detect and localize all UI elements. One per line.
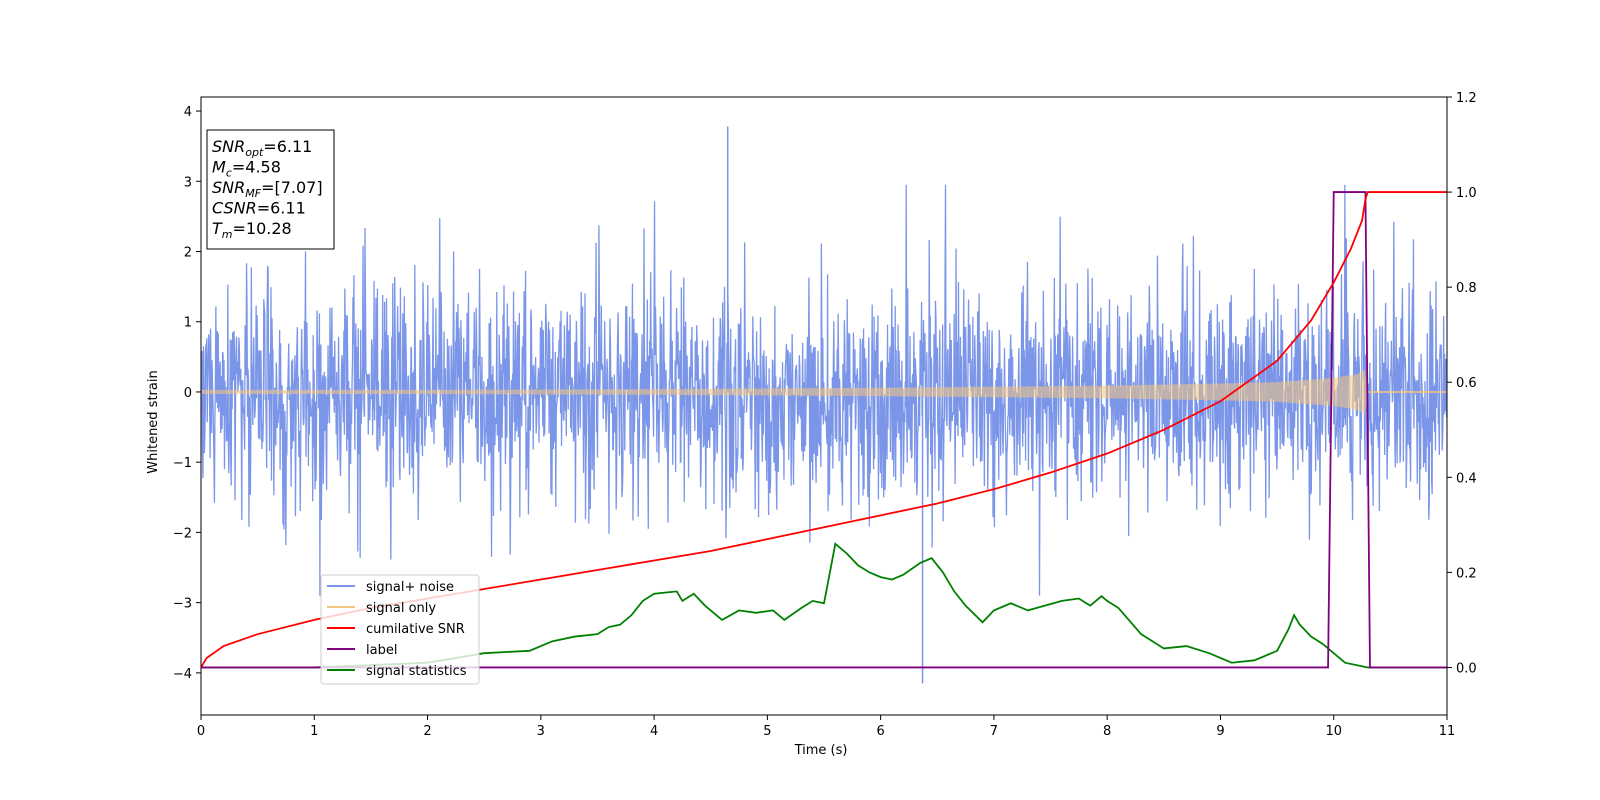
series-label bbox=[201, 191, 1447, 669]
axis-ticks: 0 1 2 3 4 5 6 7 8 9 10 11 −4 −3 −2 −1 0 1 2 3 4 0.0 0.2 0.4 0.6 0… bbox=[173, 91, 1477, 739]
annotation-line: CSNR=6.11 bbox=[212, 199, 306, 218]
x-tick-label: 0 bbox=[197, 724, 205, 739]
y2-tick-label: 0.2 bbox=[1456, 566, 1477, 581]
y2-tick-label: 0.6 bbox=[1456, 376, 1477, 391]
annotation-line: Mc=4.58 bbox=[212, 158, 281, 180]
x-tick-label: 11 bbox=[1439, 724, 1456, 739]
y-tick-label: −4 bbox=[173, 667, 192, 682]
axes-border bbox=[200, 96, 1448, 716]
x-tick-label: 5 bbox=[763, 724, 771, 739]
x-axis-label: Time (s) bbox=[794, 743, 848, 758]
y-tick-label: 4 bbox=[184, 105, 192, 120]
legend-box bbox=[320, 574, 480, 685]
series-group bbox=[201, 126, 1447, 684]
y2-tick-label: 1.0 bbox=[1456, 186, 1477, 201]
y-tick-label: 3 bbox=[184, 175, 192, 190]
y2-tick-label: 0.4 bbox=[1456, 471, 1477, 486]
legend-entry-label: cumilative SNR bbox=[366, 622, 465, 637]
y-tick-label: 0 bbox=[184, 386, 192, 401]
y-tick-label: 1 bbox=[184, 316, 192, 331]
y-tick-label: 2 bbox=[184, 246, 192, 261]
legend-entry-label: signal statistics bbox=[366, 664, 467, 679]
x-tick-label: 6 bbox=[876, 724, 884, 739]
legend: signal+ noise signal only cumilative SNR la… bbox=[320, 574, 480, 685]
y-tick-label: −2 bbox=[173, 526, 192, 541]
annotation-box-border bbox=[206, 129, 335, 250]
x-tick-label: 2 bbox=[423, 724, 431, 739]
series-signal-only bbox=[201, 369, 1368, 415]
x-tick-label: 4 bbox=[650, 724, 658, 739]
y-tick-label: −1 bbox=[173, 456, 192, 471]
y-axis-label: Whitened strain bbox=[146, 370, 161, 473]
x-tick-label: 9 bbox=[1216, 724, 1224, 739]
annotation-line: SNRMF=[7.07] bbox=[212, 178, 323, 200]
legend-entry-label: signal only bbox=[366, 601, 436, 616]
plot-area bbox=[201, 126, 1447, 684]
metrics-annotation-box: SNRopt=6.11Mc=4.58SNRMF=[7.07]CSNR=6.11T… bbox=[206, 129, 335, 250]
legend-entry-label: signal+ noise bbox=[366, 580, 454, 595]
annotation-line: Tm=10.28 bbox=[212, 219, 292, 241]
y-tick-label: −3 bbox=[173, 597, 192, 612]
series-signal-plus-noise bbox=[201, 184, 1447, 596]
x-tick-label: 8 bbox=[1103, 724, 1111, 739]
series-signal-statistics bbox=[201, 542, 1447, 669]
y2-tick-label: 0.8 bbox=[1456, 281, 1477, 296]
y2-tick-label: 1.2 bbox=[1456, 91, 1477, 106]
x-tick-label: 1 bbox=[310, 724, 318, 739]
x-tick-label: 10 bbox=[1325, 724, 1342, 739]
legend-entry-label: label bbox=[366, 643, 397, 658]
x-tick-label: 7 bbox=[990, 724, 998, 739]
x-tick-label: 3 bbox=[537, 724, 545, 739]
annotation-line: SNRopt=6.11 bbox=[212, 137, 312, 159]
axes-frame bbox=[200, 96, 1448, 716]
y2-tick-label: 0.0 bbox=[1456, 661, 1477, 676]
